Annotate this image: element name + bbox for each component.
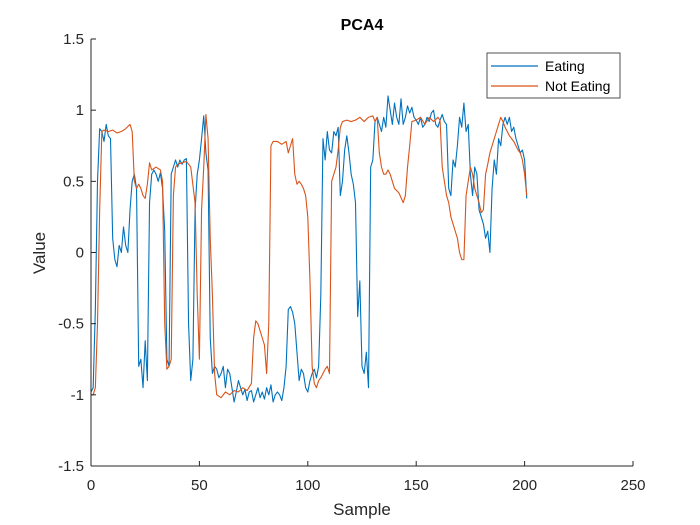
y-tick-label: -0.5 [58, 316, 84, 333]
y-tick-label: -1 [71, 387, 84, 404]
x-tick-label: 50 [191, 477, 208, 494]
x-tick-label: 150 [404, 477, 429, 494]
y-axis-label: Value [30, 232, 49, 274]
chart-title: PCA4 [341, 17, 384, 34]
x-ticks: 0 50 100 150 200 250 [87, 461, 646, 494]
legend-label-not-eating: Not Eating [545, 78, 610, 94]
legend-label-eating: Eating [545, 58, 585, 74]
legend: Eating Not Eating [486, 52, 621, 99]
x-tick-label: 200 [512, 477, 537, 494]
series-line-eating [90, 95, 528, 403]
x-tick-label: 0 [87, 477, 95, 494]
x-tick-label: 100 [295, 477, 320, 494]
y-tick-label: 0 [76, 245, 84, 262]
x-tick-label: 250 [620, 477, 645, 494]
y-tick-label: 0.5 [63, 173, 84, 190]
y-tick-label: 1.5 [63, 31, 84, 48]
y-tick-label: 1 [76, 102, 84, 119]
y-tick-label: -1.5 [58, 458, 84, 475]
y-ticks: -1.5 -1 -0.5 0 0.5 1 1.5 [58, 31, 96, 475]
legend-box [486, 52, 621, 99]
plot-area [91, 39, 633, 466]
series-layer [90, 95, 528, 403]
x-axis-label: Sample [333, 500, 391, 519]
series-line-not-eating [91, 113, 528, 399]
